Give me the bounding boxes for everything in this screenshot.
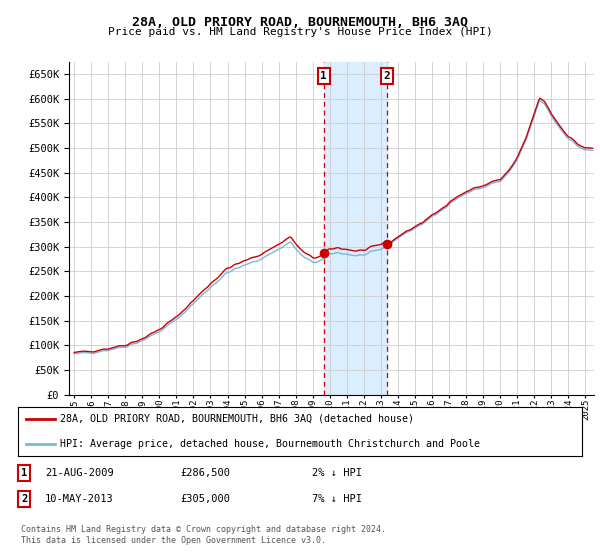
Text: 1: 1 — [320, 71, 327, 81]
Text: Contains HM Land Registry data © Crown copyright and database right 2024.
This d: Contains HM Land Registry data © Crown c… — [21, 525, 386, 545]
Text: £286,500: £286,500 — [180, 468, 230, 478]
Bar — [323, 62, 387, 395]
Text: Price paid vs. HM Land Registry's House Price Index (HPI): Price paid vs. HM Land Registry's House … — [107, 27, 493, 37]
Text: 10-MAY-2013: 10-MAY-2013 — [45, 494, 114, 504]
Text: 2: 2 — [21, 494, 27, 504]
Text: 7% ↓ HPI: 7% ↓ HPI — [312, 494, 362, 504]
Text: 2: 2 — [383, 71, 391, 81]
Text: 1: 1 — [21, 468, 27, 478]
Text: £305,000: £305,000 — [180, 494, 230, 504]
Text: 2% ↓ HPI: 2% ↓ HPI — [312, 468, 362, 478]
Text: HPI: Average price, detached house, Bournemouth Christchurch and Poole: HPI: Average price, detached house, Bour… — [60, 438, 481, 449]
Text: 28A, OLD PRIORY ROAD, BOURNEMOUTH, BH6 3AQ (detached house): 28A, OLD PRIORY ROAD, BOURNEMOUTH, BH6 3… — [60, 414, 415, 424]
Text: 28A, OLD PRIORY ROAD, BOURNEMOUTH, BH6 3AQ: 28A, OLD PRIORY ROAD, BOURNEMOUTH, BH6 3… — [132, 16, 468, 29]
Text: 21-AUG-2009: 21-AUG-2009 — [45, 468, 114, 478]
